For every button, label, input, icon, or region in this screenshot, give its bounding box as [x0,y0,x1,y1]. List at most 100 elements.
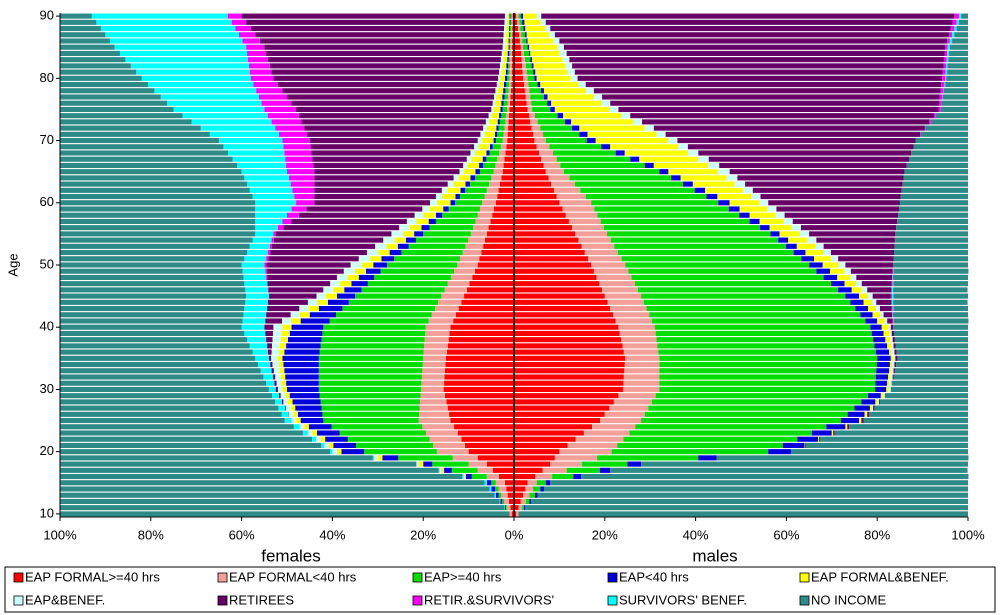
bar-segment [793,250,806,256]
bar-segment [60,200,256,206]
bar-segment [571,119,633,125]
bar-segment [893,330,968,336]
bar-segment [331,424,423,430]
bar-segment [354,268,366,274]
bar-segment [521,32,525,38]
bar-segment [578,82,586,88]
bar-segment [493,169,503,175]
bar-segment [444,380,514,386]
bar-segment [250,75,274,81]
bar-segment [659,374,876,380]
bar-segment [241,262,265,268]
bar-segment [271,237,274,243]
bar-segment [252,237,272,243]
bar-segment [949,44,968,50]
bar-segment [60,94,161,100]
bar-segment [321,405,420,411]
bar-segment [893,312,968,318]
bar-segment [514,156,542,162]
bar-segment [416,218,429,224]
bar-segment [514,175,549,181]
bar-segment [266,50,502,56]
bar-segment [247,250,268,256]
bar-segment [173,106,265,112]
bar-segment [737,175,904,181]
bar-segment [242,38,260,44]
bar-segment [591,200,719,206]
bar-segment [316,436,321,442]
bar-segment [823,250,831,256]
bar-segment [60,355,256,361]
bar-segment [543,131,580,137]
bar-segment [502,106,508,112]
bar-segment [514,436,576,442]
bar-segment [295,405,322,411]
bar-segment [394,237,406,243]
bar-segment [815,243,824,249]
bar-segment [890,293,893,299]
bar-segment [312,156,467,162]
bar-segment [512,26,514,32]
bar-segment [235,26,251,32]
bar-segment [901,187,968,193]
bar-segment [489,486,492,492]
bar-segment [530,94,544,100]
bar-segment [430,206,444,212]
bar-segment [445,362,514,368]
bar-segment [524,57,531,63]
bar-segment [511,63,514,69]
bar-segment [489,119,498,125]
bar-segment [938,106,941,112]
bar-segment [524,88,530,94]
bar-segment [282,318,292,324]
bar-segment [503,162,514,168]
bar-segment [441,293,465,299]
bar-segment [459,256,480,262]
bar-segment [514,13,517,19]
bar-segment [461,299,514,305]
bar-segment [468,461,487,467]
bar-segment [941,82,945,88]
bar-segment [504,50,508,56]
bar-segment [885,393,968,399]
bar-segment [507,100,510,106]
bar-segment [267,299,308,305]
bar-segment [896,349,968,355]
bar-segment [496,94,503,100]
bar-segment [845,424,848,430]
bar-segment [961,13,968,19]
bar-segment [311,150,471,156]
bar-segment [895,343,968,349]
bar-segment [892,299,894,305]
bar-segment [386,243,398,249]
bar-segment [885,337,891,343]
bar-segment [267,57,501,63]
bar-segment [948,57,968,63]
bar-segment [587,131,657,137]
bar-segment [514,88,525,94]
bar-segment [768,200,900,206]
bar-segment [501,492,508,498]
bar-segment [247,57,268,63]
bar-segment [890,374,893,380]
legend-label: EAP>=40 hrs [424,569,502,584]
bar-segment [60,337,248,343]
bar-segment [865,318,878,324]
bar-segment [282,138,310,144]
bar-segment [485,119,490,125]
bar-segment [574,181,683,187]
bar-segment [514,200,560,206]
bar-segment [285,156,313,162]
bar-segment [880,312,884,318]
bar-segment [267,274,337,280]
bar-segment [514,19,518,25]
bar-segment [600,218,750,224]
bar-segment [514,449,560,455]
bar-segment [428,318,454,324]
bar-segment [514,368,625,374]
bar-segment [579,131,588,137]
bar-segment [797,436,819,442]
bar-segment [462,474,464,480]
bar-segment [509,75,512,81]
bar-segment [252,194,295,200]
